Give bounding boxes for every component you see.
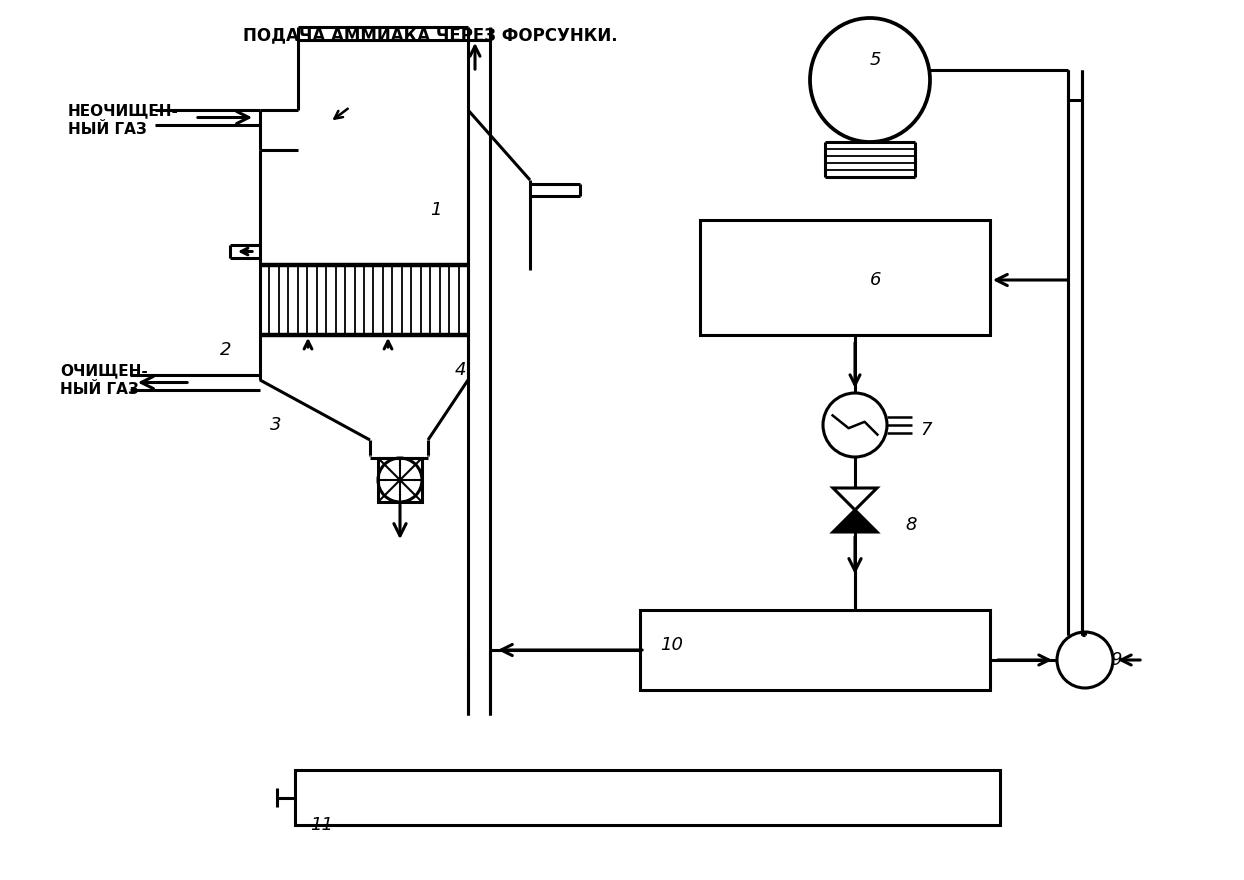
Bar [295, 770, 1000, 825]
Text: 3: 3 [270, 416, 281, 434]
Text: НЕОЧИЩЕН-
НЫЙ ГАЗ: НЕОЧИЩЕН- НЫЙ ГАЗ [68, 103, 179, 136]
Text: 2: 2 [220, 341, 231, 359]
Bar [378, 458, 422, 502]
Text: 1: 1 [430, 201, 442, 219]
Text: 7: 7 [921, 421, 932, 439]
Text: 6: 6 [870, 271, 882, 289]
Text: 4: 4 [455, 361, 466, 379]
Bar [700, 220, 990, 335]
Text: 11: 11 [310, 816, 333, 834]
Polygon shape [833, 488, 877, 510]
Bar [639, 610, 990, 690]
Text: 5: 5 [870, 51, 882, 69]
Text: ПОДАЧА АММИАКА ЧЕРЕЗ ФОРСУНКИ.: ПОДАЧА АММИАКА ЧЕРЕЗ ФОРСУНКИ. [243, 26, 617, 44]
Text: 8: 8 [904, 516, 917, 534]
Polygon shape [833, 510, 877, 532]
Text: 10: 10 [661, 636, 683, 654]
Text: ОЧИЩЕН-
НЫЙ ГАЗ: ОЧИЩЕН- НЫЙ ГАЗ [60, 363, 148, 397]
Text: 9: 9 [1110, 651, 1122, 669]
